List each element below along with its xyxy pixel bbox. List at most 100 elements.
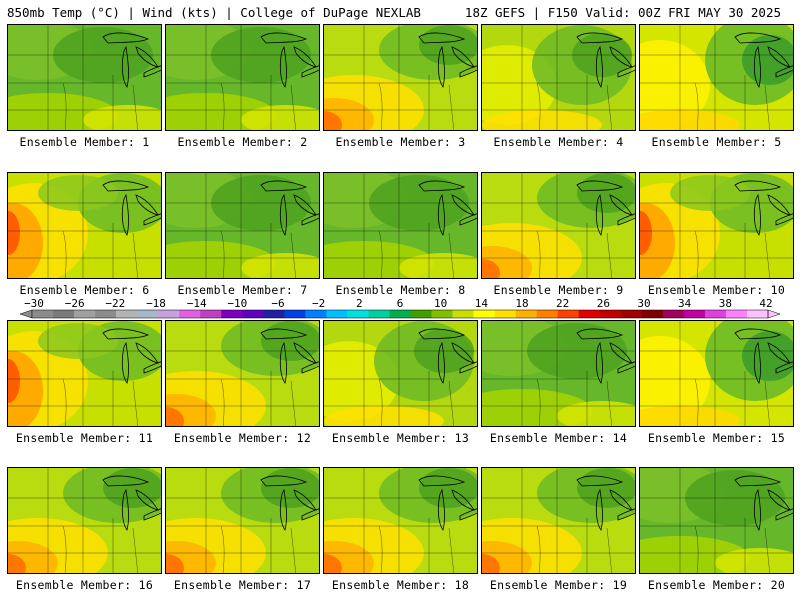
colorbar-tick-label: 18 (515, 297, 528, 310)
colorbar-tick-label: −14 (187, 297, 207, 310)
ensemble-member-label: Ensemble Member: 12 (173, 431, 312, 445)
colorbar-swatch (599, 310, 622, 318)
ensemble-member-panel (7, 320, 162, 427)
colorbar-swatch (641, 310, 664, 318)
colorbar-swatch (305, 310, 327, 318)
ensemble-member-label: Ensemble Member: 18 (331, 578, 470, 592)
colorbar-swatch (620, 310, 643, 318)
temperature-colorbar: −30 −26 −22 −18 −14 −10 −6 −2 2 6 10 14 18 22 26 30 34 38… (19, 297, 781, 319)
colorbar-swatch (473, 310, 495, 318)
colorbar-tick-label: −10 (227, 297, 247, 310)
colorbar-swatch (683, 310, 706, 318)
ensemble-member-label: Ensemble Member: 19 (489, 578, 628, 592)
ensemble-member-panel (481, 467, 636, 574)
colorbar-tick-label: 22 (556, 297, 569, 310)
colorbar-swatch (704, 310, 727, 318)
colorbar-swatch (242, 310, 264, 318)
colorbar-swatch (326, 310, 348, 318)
ensemble-member-label: Ensemble Member: 11 (15, 431, 154, 445)
ensemble-member-label: Ensemble Member: 2 (177, 135, 308, 149)
colorbar-swatch (116, 310, 138, 318)
map-title: 850mb Temp (°C) | Wind (kts) | College o… (7, 5, 421, 20)
ensemble-member-label: Ensemble Member: 10 (647, 283, 786, 297)
colorbar-swatch (536, 310, 559, 318)
colorbar-swatch (746, 310, 769, 318)
colorbar-tick-label: 30 (637, 297, 650, 310)
temperature-field-map (324, 173, 477, 278)
ensemble-member-label: Ensemble Member: 3 (335, 135, 466, 149)
colorbar-swatch (389, 310, 411, 318)
colorbar-swatch (431, 310, 453, 318)
temperature-field-map (166, 468, 319, 573)
colorbar-swatch (284, 310, 306, 318)
temperature-field-map (166, 173, 319, 278)
colorbar-swatch (452, 310, 474, 318)
colorbar-tick-label: −6 (271, 297, 284, 310)
model-run-info: 18Z GEFS | F150 Valid: 00Z FRI MAY 30 20… (464, 5, 781, 20)
colorbar-swatch (158, 310, 180, 318)
ensemble-member-panel (481, 24, 636, 131)
colorbar-swatch (95, 310, 117, 318)
ensemble-member-panel (639, 467, 794, 574)
colorbar-swatch (137, 310, 159, 318)
colorbar-swatch (578, 310, 601, 318)
colorbar-swatch (368, 310, 390, 318)
ensemble-member-panel (165, 320, 320, 427)
colorbar-tick-label: 42 (759, 297, 772, 310)
temperature-field-map (482, 25, 635, 130)
colorbar-tick-label: 26 (597, 297, 610, 310)
colorbar-swatch (200, 310, 222, 318)
ensemble-member-label: Ensemble Member: 15 (647, 431, 786, 445)
ensemble-member-panel (323, 24, 478, 131)
temperature-field-map (640, 321, 793, 426)
colorbar-tick-label: −18 (146, 297, 166, 310)
ensemble-member-panel (639, 24, 794, 131)
temperature-field-map (324, 321, 477, 426)
temperature-field-map (482, 173, 635, 278)
ensemble-member-label: Ensemble Member: 9 (493, 283, 624, 297)
ensemble-member-panel (165, 172, 320, 279)
ensemble-member-label: Ensemble Member: 6 (19, 283, 150, 297)
colorbar-swatch (221, 310, 243, 318)
ensemble-member-label: Ensemble Member: 16 (15, 578, 154, 592)
ensemble-member-label: Ensemble Member: 20 (647, 578, 786, 592)
ensemble-member-label: Ensemble Member: 17 (173, 578, 312, 592)
temperature-field-map (324, 468, 477, 573)
temperature-field-map (8, 321, 161, 426)
ensemble-member-panel (165, 467, 320, 574)
ensemble-member-label: Ensemble Member: 5 (651, 135, 782, 149)
colorbar-tick-label: −26 (65, 297, 85, 310)
colorbar-swatch (494, 310, 516, 318)
temperature-field-map (8, 173, 161, 278)
colorbar-tick-label: 34 (678, 297, 692, 310)
colorbar-tick-label: −30 (24, 297, 44, 310)
ensemble-member-label: Ensemble Member: 1 (19, 135, 150, 149)
temperature-field-map (324, 25, 477, 130)
ensemble-member-panel (481, 320, 636, 427)
colorbar-swatch (515, 310, 537, 318)
colorbar-tick-label: −22 (105, 297, 125, 310)
ensemble-member-panel (323, 467, 478, 574)
ensemble-member-label: Ensemble Member: 4 (493, 135, 624, 149)
temperature-field-map (166, 321, 319, 426)
ensemble-member-panel (639, 172, 794, 279)
ensemble-member-panel (323, 320, 478, 427)
colorbar-tick-label: 2 (356, 297, 363, 310)
colorbar-swatch (662, 310, 685, 318)
temperature-field-map (640, 25, 793, 130)
ensemble-member-panel (7, 467, 162, 574)
colorbar-tick-label: 10 (434, 297, 447, 310)
colorbar-swatch (557, 310, 580, 318)
ensemble-member-label: Ensemble Member: 14 (489, 431, 628, 445)
colorbar-tick-label: −2 (312, 297, 325, 310)
ensemble-member-panel (323, 172, 478, 279)
ensemble-member-label: Ensemble Member: 8 (335, 283, 466, 297)
ensemble-member-panel (7, 24, 162, 131)
colorbar-swatch (725, 310, 748, 318)
ensemble-member-panel (165, 24, 320, 131)
temperature-field-map (166, 25, 319, 130)
colorbar-swatch (410, 310, 432, 318)
colorbar-swatch (53, 310, 75, 318)
temperature-field-map (8, 468, 161, 573)
colorbar-swatch (179, 310, 201, 318)
